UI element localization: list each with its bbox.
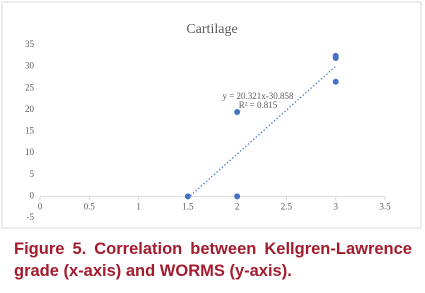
point: [234, 193, 241, 200]
y-tick-label: 35: [25, 39, 35, 49]
y-tick-label: 30: [25, 61, 35, 71]
x-tick-label: 0.5: [84, 201, 96, 211]
y-tick-label: 10: [25, 147, 35, 157]
y-tick-label: 5: [30, 169, 35, 179]
x-tick-label: 3.5: [379, 201, 391, 211]
point: [234, 109, 241, 116]
point: [184, 193, 191, 200]
y-tick-label: 0: [30, 190, 35, 200]
y-tick-label: 20: [25, 104, 35, 114]
y-tick-label: 15: [25, 126, 35, 136]
point: [332, 78, 339, 85]
chart-title: Cartilage: [186, 22, 237, 37]
chart: Cartilage y = 20.321x-30.858 R² = 0.815 …: [1, 1, 422, 229]
x-tick-label: 3: [333, 201, 338, 211]
trendline: [187, 65, 337, 199]
x-tick-label: 0: [38, 201, 43, 211]
y-tick-label: -5: [27, 212, 35, 222]
point: [332, 54, 339, 61]
r-squared: R² = 0.815: [239, 100, 278, 110]
chart-frame: [1, 1, 422, 229]
x-tick-label: 1.5: [182, 201, 194, 211]
y-tick-label: 25: [25, 82, 35, 92]
trend-equation: y = 20.321x-30.858: [222, 91, 294, 101]
x-tick-label: 2: [235, 201, 240, 211]
x-tick-label: 1: [136, 201, 141, 211]
x-tick-label: 2.5: [281, 201, 293, 211]
figure-caption: Figure 5. Correlation between Kellgren-L…: [14, 240, 412, 280]
